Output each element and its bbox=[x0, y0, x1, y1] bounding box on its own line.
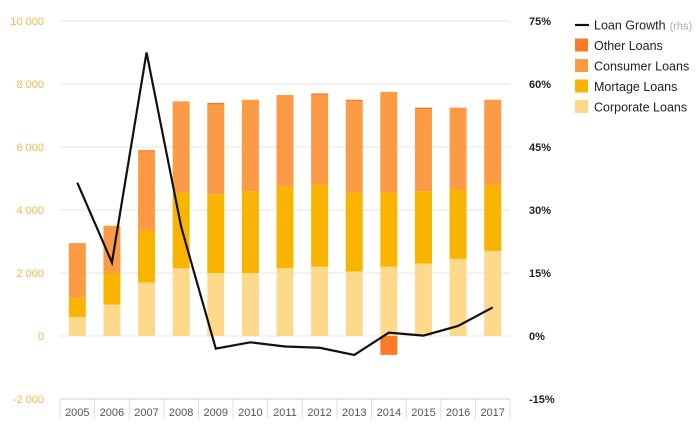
bar-corporate-loans-2006 bbox=[103, 304, 121, 336]
x-tick-label: 2010 bbox=[238, 407, 262, 419]
bar-corporate-loans-2007 bbox=[138, 282, 156, 336]
bar-corporate-loans-2008 bbox=[172, 268, 190, 336]
x-tick-label: 2017 bbox=[480, 407, 504, 419]
left-tick-label: 0 bbox=[38, 331, 44, 343]
bar-corporate-loans-2017 bbox=[484, 250, 502, 336]
legend: Loan Growth (rhs) Other Loans Consumer Loan… bbox=[575, 19, 692, 115]
bar-series bbox=[68, 91, 502, 355]
bar-corporate-loans-2009 bbox=[207, 273, 225, 336]
bar-corporate-loans-2005 bbox=[68, 317, 86, 336]
bar-mortage-loans-2009 bbox=[207, 194, 225, 273]
x-tick-label: 2009 bbox=[204, 407, 228, 419]
bar-consumer-loans-2005 bbox=[68, 243, 86, 299]
bar-mortage-loans-2010 bbox=[241, 191, 259, 273]
x-tick-label: 2005 bbox=[65, 407, 89, 419]
bar-other-loans-2007 bbox=[138, 150, 156, 152]
bar-consumer-loans-2008 bbox=[172, 101, 190, 193]
loan-growth-line bbox=[76, 52, 494, 357]
bar-mortage-loans-2005 bbox=[68, 298, 86, 318]
left-tick-label: 2 000 bbox=[16, 268, 44, 280]
x-tick-label: 2012 bbox=[307, 407, 331, 419]
legend-label-suffix: (rhs) bbox=[670, 21, 693, 33]
bar-corporate-loans-2014 bbox=[380, 266, 398, 336]
bar-consumer-loans-2016 bbox=[449, 107, 467, 190]
legend-label: Corporate Loans bbox=[594, 101, 687, 115]
right-tick-label: 45% bbox=[529, 142, 551, 154]
bar-corporate-loans-2011 bbox=[276, 268, 294, 336]
x-tick-label: 2016 bbox=[446, 407, 470, 419]
bar-corporate-loans-2012 bbox=[311, 266, 329, 336]
bar-other-loans-negative-2014 bbox=[380, 336, 398, 355]
bar-consumer-loans-2015 bbox=[414, 109, 432, 192]
bar-consumer-loans-2007 bbox=[138, 151, 156, 231]
left-tick-label: 8 000 bbox=[16, 79, 44, 91]
right-tick-label: 75% bbox=[529, 16, 551, 28]
legend-label: Loan Growth (rhs) bbox=[594, 19, 692, 33]
bar-mortage-loans-2007 bbox=[138, 230, 156, 283]
bar-other-loans-2015 bbox=[414, 107, 432, 110]
x-tick-label: 2013 bbox=[342, 407, 366, 419]
bar-consumer-loans-2009 bbox=[207, 104, 225, 195]
bar-mortage-loans-2012 bbox=[311, 184, 329, 267]
x-tick-label: 2014 bbox=[377, 407, 401, 419]
bar-other-loans-2012 bbox=[311, 93, 329, 96]
bar-corporate-loans-2015 bbox=[414, 263, 432, 336]
legend-label: Consumer Loans bbox=[594, 60, 689, 74]
bar-consumer-loans-2014 bbox=[380, 91, 398, 193]
legend-swatch-box bbox=[575, 100, 588, 113]
bar-mortage-loans-2013 bbox=[345, 192, 363, 272]
x-tick-label: 2007 bbox=[134, 407, 158, 419]
bar-mortage-loans-2015 bbox=[414, 191, 432, 264]
bar-mortage-loans-2016 bbox=[449, 189, 467, 259]
axes: -2 000 0 2 000 4 000 6 000 8 000 10 000 -15% 0% 1… bbox=[10, 16, 555, 419]
x-tick-label: 2008 bbox=[169, 407, 193, 419]
legend-swatch-box bbox=[575, 59, 588, 72]
bar-corporate-loans-2013 bbox=[345, 271, 363, 336]
bar-consumer-loans-2017 bbox=[484, 99, 502, 185]
right-tick-label: 30% bbox=[529, 205, 551, 217]
legend-label: Mortage Loans bbox=[594, 80, 677, 94]
bar-mortage-loans-2017 bbox=[484, 184, 502, 251]
right-tick-label: 15% bbox=[529, 268, 551, 280]
right-tick-label: 60% bbox=[529, 79, 551, 91]
x-tick-label: 2011 bbox=[273, 407, 297, 419]
legend-label: Other Loans bbox=[594, 39, 663, 53]
legend-swatch-box bbox=[575, 79, 588, 93]
bar-consumer-loans-2010 bbox=[241, 99, 259, 192]
right-tick-label: 0% bbox=[529, 331, 545, 343]
bar-mortage-loans-2014 bbox=[380, 192, 398, 267]
bar-mortage-loans-2011 bbox=[276, 186, 294, 269]
bar-other-loans-2013 bbox=[345, 99, 363, 102]
legend-swatch-box bbox=[575, 38, 588, 52]
left-tick-label: 10 000 bbox=[10, 16, 44, 28]
left-tick-label: -2 000 bbox=[13, 394, 44, 406]
bar-consumer-loans-2012 bbox=[311, 95, 329, 185]
bar-other-loans-2009 bbox=[207, 102, 225, 105]
bar-mortage-loans-2006 bbox=[103, 273, 121, 305]
left-tick-label: 6 000 bbox=[16, 142, 44, 154]
x-tick-label: 2006 bbox=[100, 407, 124, 419]
right-tick-label: -15% bbox=[529, 394, 555, 406]
bar-consumer-loans-2013 bbox=[345, 101, 363, 193]
x-tick-label: 2015 bbox=[411, 407, 435, 419]
bar-corporate-loans-2010 bbox=[241, 273, 259, 336]
bar-corporate-loans-2016 bbox=[449, 258, 467, 336]
left-tick-label: 4 000 bbox=[16, 205, 44, 217]
bar-consumer-loans-2011 bbox=[276, 95, 294, 187]
